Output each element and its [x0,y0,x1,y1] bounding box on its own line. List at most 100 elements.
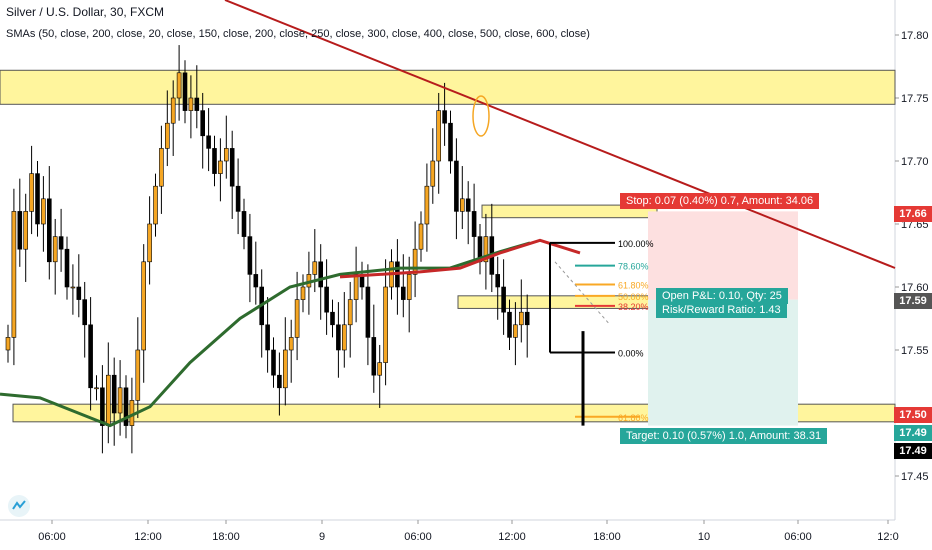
candle-body [454,160,459,212]
candle-body [224,148,229,162]
candle-body [64,248,70,288]
candle-body [347,299,353,326]
candle-body [436,110,442,162]
candle-body [52,236,58,263]
time-tick-label: 12:00 [498,531,526,543]
candle-body [424,185,430,225]
candle-body [524,311,530,326]
candle-body [418,223,424,250]
sma-red-line [339,238,581,279]
candle-body [206,135,211,149]
candle-body [165,122,170,149]
time-tick-label: 18:00 [593,531,621,543]
candle-body [135,349,141,401]
candle-body [277,374,282,389]
candle-body [253,274,259,288]
price-tag-stop: 17.66 [894,206,932,222]
candle-body [430,160,436,187]
candle-body [442,110,447,124]
candle-body [212,148,217,174]
price-tick-label: 17.70 [901,156,929,168]
candle-body [300,286,306,300]
candle-body [111,374,117,414]
candle-body [247,236,253,275]
price-tag-last: 17.49 [894,443,932,459]
candle-body [353,274,359,300]
candle-body [229,148,235,187]
candle-body [507,311,512,338]
price-tick-label: 17.80 [901,30,929,42]
candle-body [241,211,247,237]
candle-body [400,286,406,300]
descending-trendline [224,0,896,269]
candle-body [377,362,383,376]
candle-body [483,236,489,263]
candle-body [5,337,11,351]
time-tick-label: 06:00 [784,531,812,543]
highlight-ellipse [472,95,490,137]
candle-body [318,261,324,288]
candle-body [141,261,146,351]
candle-body [330,311,335,326]
candle-body [106,374,111,426]
candle-body [100,387,105,426]
target-label: Target: 0.10 (0.57%) 1.0, Amount: 38.31 [620,428,828,444]
time-tick-label: 9 [319,531,325,543]
candle-body [94,387,99,390]
fib-level-label: 0.00% [618,349,644,359]
candle-body [17,211,23,250]
candle-body [11,211,17,338]
time-tick-label: 10 [698,531,710,543]
candle-body [194,97,200,111]
candle-body [465,198,471,212]
candle-body [153,185,158,225]
price-tick-label: 17.45 [901,471,929,483]
candle-body [35,173,40,225]
candle-body [147,223,152,263]
candle-body [518,311,524,326]
price-tick-label: 17.55 [901,345,929,357]
resistance-zone [0,69,896,105]
candle-body [218,160,223,174]
candle-body [341,324,347,351]
candle-body [41,198,46,225]
candle-body [235,185,241,212]
candle-body [182,72,188,111]
pnl-label: Open P&L: 0.10, Qty: 25 [656,288,788,304]
tradingview-logo-icon[interactable] [8,495,30,517]
candle-body [383,286,388,363]
candle-body [282,349,288,389]
candle-body [471,211,477,237]
candle-body [176,72,182,99]
target-area [648,299,798,426]
fib-level-label: 61.80% [618,413,649,423]
indicator-legend[interactable]: SMAs (50, close, 200, close, 20, close, … [6,28,590,40]
price-tag-current: 17.59 [894,293,932,309]
candle-body [200,110,205,137]
stop-area [648,211,798,300]
candle-body [336,324,341,351]
time-tick-label: 12:00 [134,531,162,543]
candle-body [58,236,64,250]
candle-body [365,286,371,338]
candle-body [371,337,377,376]
candle-body [448,122,453,162]
candle-body [70,286,76,289]
candle-body [82,299,87,326]
candle-body [513,324,518,338]
candle-body [312,261,318,275]
candle-body [501,286,506,313]
fib-level-label: 61.80% [618,280,649,290]
candle-body [265,324,270,351]
price-tick-label: 17.75 [901,93,929,105]
candle-body [294,299,300,338]
price-tag-zone: 17.50 [894,407,932,423]
rr-label: Risk/Reward Ratio: 1.43 [656,302,787,318]
fib-level-label: 38.20% [618,302,649,312]
sma-green-line [0,241,531,428]
candle-body [288,337,294,351]
time-tick-label: 06:00 [38,531,66,543]
fib-level-label: 100.00% [618,239,654,249]
candle-body [495,274,501,288]
